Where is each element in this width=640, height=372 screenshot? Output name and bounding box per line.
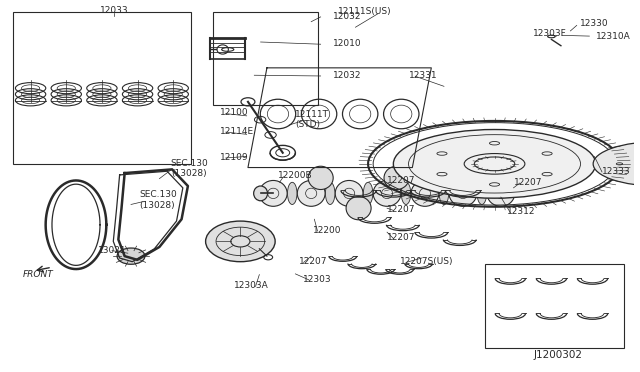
Ellipse shape: [439, 182, 449, 205]
Ellipse shape: [593, 141, 640, 186]
Text: J1200302: J1200302: [533, 350, 582, 360]
Text: 12207: 12207: [387, 205, 415, 214]
Text: 12312: 12312: [507, 207, 536, 217]
Ellipse shape: [487, 180, 515, 206]
Text: 12310A: 12310A: [596, 32, 630, 41]
Ellipse shape: [373, 180, 401, 206]
Ellipse shape: [394, 129, 596, 198]
Text: 12207: 12207: [387, 233, 415, 242]
Bar: [13, 13, 191, 164]
Text: 12111T
(STD): 12111T (STD): [296, 110, 330, 129]
Ellipse shape: [411, 180, 439, 206]
Ellipse shape: [308, 166, 333, 189]
Text: 12207: 12207: [298, 257, 327, 266]
Text: 12114E: 12114E: [220, 127, 253, 136]
Text: 12109: 12109: [220, 153, 248, 162]
Text: 12111S(US): 12111S(US): [338, 7, 392, 16]
Text: 12033: 12033: [100, 6, 128, 15]
Text: 12331: 12331: [409, 71, 438, 80]
Ellipse shape: [401, 182, 411, 205]
Ellipse shape: [384, 166, 409, 189]
Text: 12207S(US): 12207S(US): [400, 257, 453, 266]
Text: 12303A: 12303A: [234, 281, 269, 290]
Ellipse shape: [259, 180, 287, 206]
Text: 12303F: 12303F: [532, 29, 566, 38]
Text: 13021: 13021: [98, 246, 126, 255]
Text: 12032: 12032: [333, 12, 362, 21]
Text: 12100: 12100: [220, 108, 248, 118]
Text: SEC.130
(13028): SEC.130 (13028): [171, 158, 209, 178]
Text: 12330: 12330: [580, 19, 609, 28]
Text: 12303: 12303: [303, 275, 332, 283]
Ellipse shape: [346, 196, 371, 220]
Text: 12010: 12010: [333, 39, 362, 48]
Text: 12207: 12207: [513, 178, 542, 187]
Ellipse shape: [325, 182, 335, 205]
Bar: [213, 13, 317, 105]
Bar: [485, 263, 624, 349]
Text: 12200B: 12200B: [278, 171, 313, 180]
Ellipse shape: [449, 180, 477, 206]
Ellipse shape: [477, 182, 486, 205]
Ellipse shape: [297, 180, 325, 206]
Text: SEC.130
(13028): SEC.130 (13028): [140, 190, 177, 210]
Ellipse shape: [253, 186, 268, 201]
Ellipse shape: [205, 221, 275, 262]
Text: FRONT: FRONT: [22, 270, 53, 279]
Ellipse shape: [335, 180, 363, 206]
Ellipse shape: [287, 182, 297, 205]
Ellipse shape: [117, 248, 145, 264]
Text: 12032: 12032: [333, 71, 362, 80]
Ellipse shape: [364, 182, 373, 205]
Text: 12207: 12207: [387, 176, 415, 185]
Text: 12200: 12200: [313, 226, 342, 235]
Text: 12333: 12333: [602, 167, 630, 176]
